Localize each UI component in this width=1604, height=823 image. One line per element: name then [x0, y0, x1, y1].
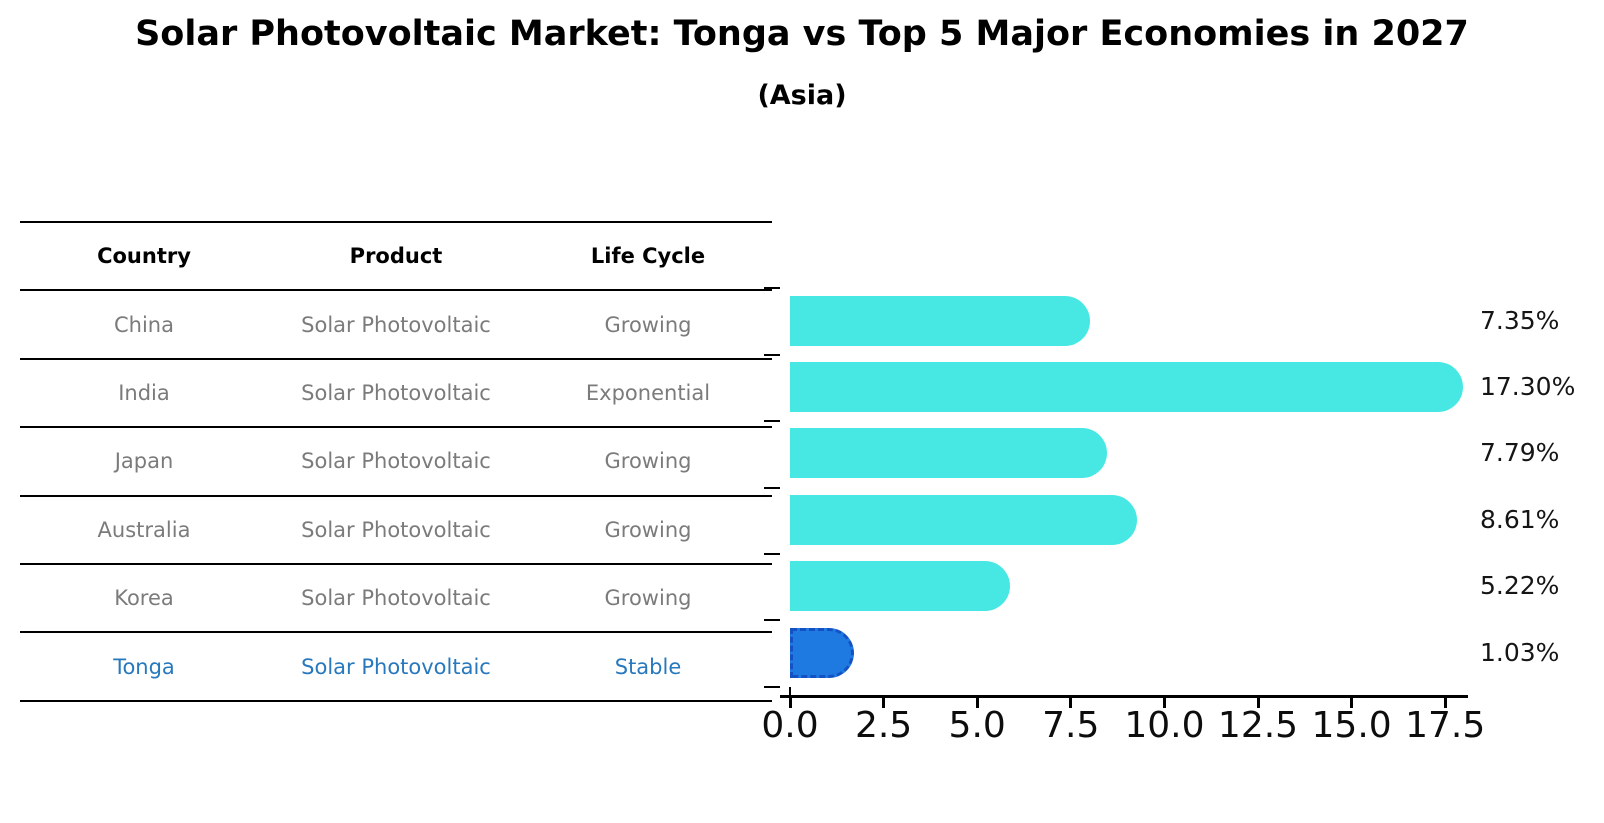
y-axis-tick [764, 553, 780, 555]
table-row: Tonga Solar Photovoltaic Stable [20, 633, 772, 702]
bar-value-label: 7.79% [1480, 438, 1560, 468]
table-row: Australia Solar Photovoltaic Growing [20, 497, 772, 565]
bar [790, 428, 1107, 479]
chart-subtitle: (Asia) [757, 80, 847, 111]
x-axis-line [780, 695, 1468, 698]
y-axis-tick [764, 486, 780, 489]
bar-value-label: 1.03% [1480, 637, 1560, 667]
table-header-row: Country Product Life Cycle [20, 223, 772, 292]
x-axis-tick [1069, 698, 1073, 708]
table-cell-product: Solar Photovoltaic [301, 586, 491, 611]
table-row: Korea Solar Photovoltaic Growing [20, 565, 772, 634]
bar [790, 362, 1463, 412]
table-cell-life-cycle: Exponential [585, 380, 711, 405]
y-axis-tick [764, 287, 780, 290]
table-body: China Solar Photovoltaic Growing India S… [20, 291, 772, 702]
bar [790, 494, 1138, 545]
table-cell-life-cycle: Growing [604, 312, 692, 337]
y-axis-tick [764, 685, 780, 688]
table-cell-product: Solar Photovoltaic [301, 449, 491, 474]
bar-value-label: 7.35% [1480, 305, 1560, 335]
column-header-product: Product [349, 244, 443, 269]
x-axis-tick-label: 0.0 [761, 705, 819, 746]
bar-value-label: 5.22% [1480, 571, 1560, 601]
x-axis-tick-label: 7.5 [1042, 705, 1100, 746]
x-axis-tick-label: 10.0 [1124, 705, 1205, 746]
bar-value-label: 8.61% [1480, 504, 1560, 534]
table-row: Japan Solar Photovoltaic Growing [20, 428, 772, 497]
x-axis-tick [1443, 698, 1447, 708]
x-axis-tick-label: 5.0 [948, 705, 1006, 746]
x-axis-tick [975, 698, 979, 708]
table-cell-life-cycle: Growing [604, 449, 692, 474]
table-row: China Solar Photovoltaic Growing [20, 291, 772, 360]
y-axis-corner-stub [789, 687, 791, 697]
column-header-life-cycle: Life Cycle [590, 244, 706, 269]
y-axis-tick [764, 619, 780, 622]
y-axis-tick [764, 353, 780, 356]
bar [790, 561, 1011, 612]
x-axis-tick [882, 698, 886, 708]
x-axis-tick-label: 2.5 [854, 705, 913, 746]
x-axis-tick [1256, 698, 1260, 708]
table-cell-country: Japan [114, 449, 174, 474]
x-axis-tick-label: 12.5 [1217, 705, 1299, 746]
x-axis-tick [1162, 698, 1166, 708]
bar [790, 627, 854, 678]
column-header-country: Country [97, 244, 191, 269]
table-cell-life-cycle: Growing [604, 517, 692, 542]
country-table: Country Product Life Cycle China Solar P… [20, 221, 772, 702]
chart-title: Solar Photovoltaic Market: Tonga vs Top … [135, 14, 1469, 54]
bar-value-label: 17.30% [1480, 372, 1576, 401]
x-axis-tick-label: 15.0 [1311, 705, 1392, 746]
table-cell-country: Tonga [113, 654, 175, 679]
y-axis-tick [764, 420, 780, 423]
table-cell-country: India [118, 380, 170, 405]
table-cell-life-cycle: Stable [614, 654, 682, 679]
table-cell-life-cycle: Growing [604, 586, 692, 611]
bar [790, 295, 1091, 346]
x-axis-tick [788, 698, 792, 708]
table-cell-product: Solar Photovoltaic [301, 380, 491, 405]
x-axis-tick [1350, 698, 1354, 708]
table-cell-product: Solar Photovoltaic [301, 517, 491, 542]
table-cell-country: Australia [97, 517, 191, 542]
table-cell-country: Korea [114, 586, 174, 611]
table-cell-country: China [114, 312, 174, 337]
x-axis-tick-label: 17.5 [1405, 705, 1486, 746]
table-cell-product: Solar Photovoltaic [301, 312, 491, 337]
table-cell-product: Solar Photovoltaic [301, 654, 491, 679]
table-row: India Solar Photovoltaic Exponential [20, 360, 772, 429]
